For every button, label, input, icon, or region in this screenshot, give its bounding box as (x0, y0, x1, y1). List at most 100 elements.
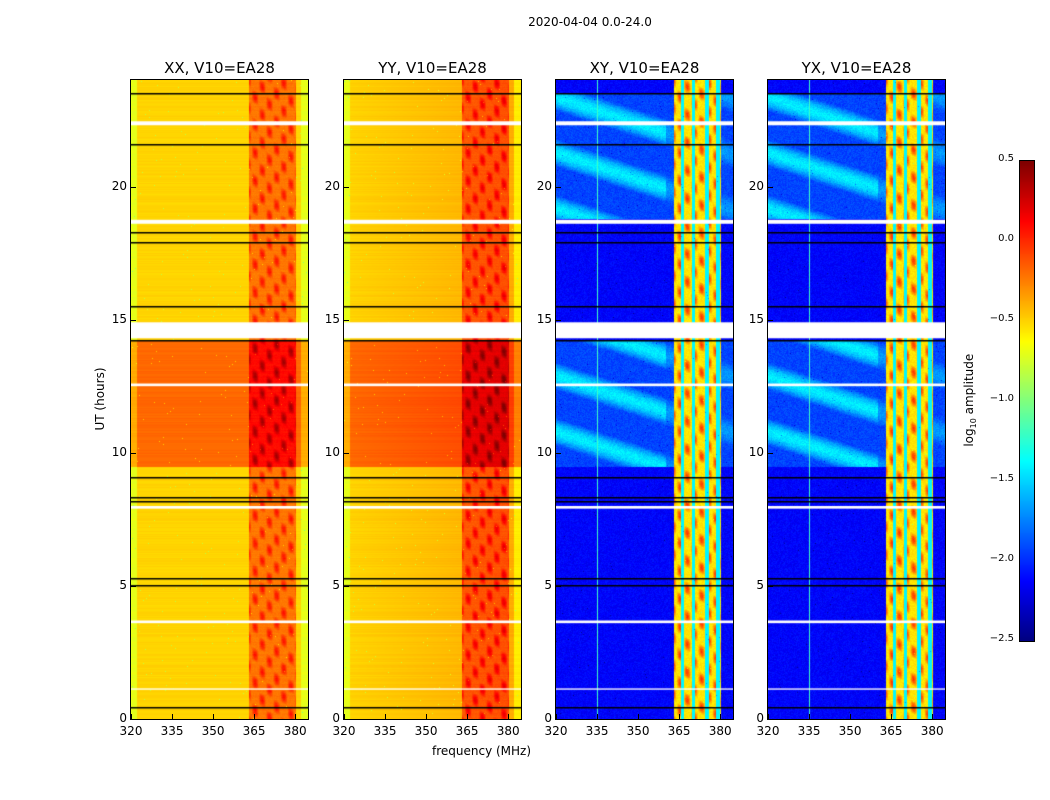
x-tick-label: 365 (879, 724, 903, 738)
x-tick-label: 320 (756, 724, 780, 738)
x-tick-mark (467, 714, 469, 719)
y-tick-mark (344, 452, 349, 454)
x-tick-label: 365 (667, 724, 691, 738)
x-tick-mark (254, 714, 256, 719)
y-tick-mark (556, 319, 561, 321)
y-tick-label: 15 (748, 311, 764, 326)
colorbar-label-log: log (961, 428, 976, 447)
x-tick-label: 320 (332, 724, 356, 738)
y-tick-mark (131, 585, 136, 587)
x-tick-mark (850, 714, 852, 719)
x-tick-mark (213, 714, 215, 719)
y-tick-label: 15 (536, 311, 552, 326)
x-tick-label: 350 (414, 724, 438, 738)
y-tick-label: 0 (544, 711, 552, 725)
x-axis-label: frequency (MHz) (432, 744, 532, 758)
x-tick-label: 335 (797, 724, 821, 738)
y-axis-label: UT (hours) (93, 367, 107, 431)
x-tick-mark (679, 714, 681, 719)
figure-title: 2020-04-04 0.0-24.0 (528, 15, 652, 29)
x-tick-mark (809, 714, 811, 719)
x-tick-mark (932, 714, 934, 719)
x-tick-mark (172, 714, 174, 719)
heatmap-xy (555, 79, 734, 720)
y-tick-mark (131, 719, 136, 720)
y-tick-label: 20 (748, 178, 764, 193)
x-tick-label: 365 (242, 724, 266, 738)
y-tick-mark (344, 186, 349, 188)
colorbar-tick-label: −2.5 (989, 633, 1014, 644)
x-tick-mark (426, 714, 428, 719)
colorbar-tick-label: 0.0 (998, 233, 1014, 244)
y-tick-label: 15 (111, 311, 127, 326)
y-tick-label: 10 (748, 444, 764, 459)
x-tick-mark (638, 714, 640, 719)
x-tick-label: 380 (920, 724, 944, 738)
heatmap-yy-cells (344, 80, 521, 719)
y-tick-label: 0 (119, 711, 127, 725)
y-tick-mark (768, 719, 773, 720)
y-tick-label: 20 (111, 178, 127, 193)
x-tick-label: 350 (626, 724, 650, 738)
y-tick-mark (556, 719, 561, 720)
x-tick-label: 335 (585, 724, 609, 738)
x-tick-label: 320 (119, 724, 143, 738)
x-tick-mark (385, 714, 387, 719)
x-tick-mark (768, 714, 769, 719)
y-tick-mark (131, 186, 136, 188)
y-tick-mark (344, 585, 349, 587)
y-tick-mark (556, 452, 561, 454)
y-tick-mark (768, 186, 773, 188)
x-tick-label: 350 (201, 724, 225, 738)
x-tick-label: 380 (708, 724, 732, 738)
x-tick-mark (508, 714, 510, 719)
x-tick-mark (556, 714, 557, 719)
y-tick-mark (556, 585, 561, 587)
y-tick-label: 5 (544, 577, 552, 592)
x-tick-label: 320 (544, 724, 568, 738)
x-tick-mark (131, 714, 132, 719)
panel-title-yx: YX, V10=EA28 (801, 59, 912, 77)
colorbar-tick-label: −0.5 (989, 313, 1014, 324)
heatmap-xy-cells (556, 80, 733, 719)
x-tick-label: 365 (455, 724, 479, 738)
colorbar-tick-label: 0.5 (998, 153, 1014, 164)
y-tick-mark (344, 719, 349, 720)
x-tick-label: 335 (160, 724, 184, 738)
y-tick-mark (344, 319, 349, 321)
panel-title-xy: XY, V10=EA28 (589, 59, 700, 77)
colorbar-tick-label: −1.0 (989, 393, 1014, 404)
y-tick-mark (768, 452, 773, 454)
y-tick-label: 10 (324, 444, 340, 459)
x-tick-label: 335 (373, 724, 397, 738)
x-tick-mark (597, 714, 599, 719)
y-tick-mark (131, 452, 136, 454)
x-tick-mark (891, 714, 893, 719)
y-tick-label: 0 (332, 711, 340, 725)
heatmap-xx-cells (131, 80, 308, 719)
y-tick-mark (131, 319, 136, 321)
y-tick-label: 5 (119, 577, 127, 592)
heatmap-xx (130, 79, 309, 720)
colorbar-label: log10 amplitude (962, 335, 978, 465)
y-tick-label: 15 (324, 311, 340, 326)
x-tick-mark (344, 714, 345, 719)
y-tick-label: 10 (536, 444, 552, 459)
colorbar-tick-label: −2.0 (989, 553, 1014, 564)
x-tick-label: 350 (838, 724, 862, 738)
x-tick-mark (720, 714, 722, 719)
panel-title-yy: YY, V10=EA28 (378, 59, 487, 77)
y-tick-label: 10 (111, 444, 127, 459)
y-tick-label: 5 (332, 577, 340, 592)
y-tick-label: 5 (756, 577, 764, 592)
y-tick-label: 0 (756, 711, 764, 725)
y-tick-label: 20 (536, 178, 552, 193)
heatmap-yx-cells (768, 80, 945, 719)
colorbar-label-text: amplitude (961, 353, 976, 415)
y-tick-mark (768, 585, 773, 587)
colorbar-label-base: 10 (969, 418, 979, 429)
colorbar-tick-label: −1.5 (989, 473, 1014, 484)
y-tick-label: 20 (324, 178, 340, 193)
heatmap-yy (343, 79, 522, 720)
